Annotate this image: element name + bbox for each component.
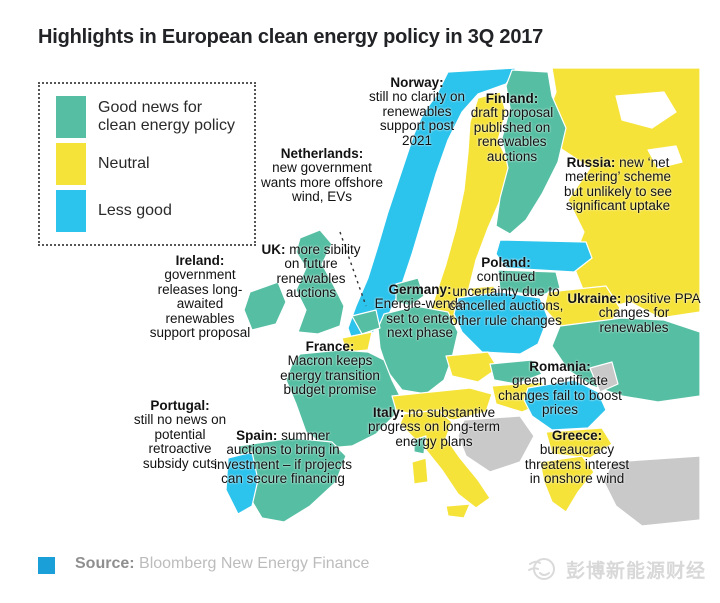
annotation-germany-text: Energie-wende set to enter next phase bbox=[374, 296, 466, 341]
annotation-spain-text: summer auctions to bring in investment –… bbox=[213, 428, 353, 487]
annotation-italy-name: Italy: bbox=[372, 405, 405, 420]
annotation-spain-name: Spain: bbox=[236, 428, 278, 443]
annotation-france-text: Macron keeps energy transition budget pr… bbox=[280, 353, 380, 398]
watermark-text: 彭博新能源财经 bbox=[565, 560, 706, 582]
annotation-spain: Spain: summer auctions to bring in inves… bbox=[211, 428, 355, 487]
annotation-netherlands-text: new government wants more offshore wind,… bbox=[260, 160, 384, 205]
source-label: Source: bbox=[75, 555, 135, 572]
annotation-uk-text: more sibility on future renewables aucti… bbox=[276, 242, 361, 301]
map-lake-white-2 bbox=[647, 145, 683, 169]
annotation-greece: Greece: bureaucracy threatens interest i… bbox=[522, 428, 632, 487]
source-line: Source: Bloomberg New Energy Finance bbox=[75, 555, 369, 573]
annotation-ukraine: Ukraine: positive PPA changes for renewa… bbox=[567, 291, 701, 335]
annotation-russia-name: Russia: bbox=[566, 155, 616, 170]
annotation-ukraine-name: Ukraine: bbox=[567, 291, 622, 306]
annotation-poland: Poland: continued uncertainty due to can… bbox=[444, 255, 568, 328]
annotation-finland: Finland: draft proposal published on ren… bbox=[466, 91, 558, 164]
annotation-netherlands-name: Netherlands: bbox=[280, 146, 364, 161]
map-lake-white bbox=[615, 91, 677, 129]
map-region-belgium bbox=[341, 331, 373, 353]
annotation-ireland-name: Ireland: bbox=[175, 253, 225, 268]
annotation-romania-text: green certificate changes fail to boost … bbox=[498, 373, 622, 418]
annotation-germany-name: Germany: bbox=[388, 282, 452, 297]
legend-label-good: Good news for clean energy policy bbox=[98, 98, 235, 134]
annotation-italy-text: no substantive progress on long-term ene… bbox=[367, 405, 501, 449]
watermark: 彭博新能源财经 bbox=[526, 554, 706, 584]
map-region-uk bbox=[295, 229, 345, 335]
map-region-france bbox=[285, 349, 401, 449]
annotation-france-name: France: bbox=[305, 339, 355, 354]
map-region-bulgaria bbox=[545, 427, 613, 459]
map-region-greece bbox=[539, 455, 595, 513]
annotation-ireland-text: government releases long-awaited renewab… bbox=[149, 267, 251, 341]
annotation-portugal-text: still no news on potential retroactive s… bbox=[133, 412, 227, 471]
annotation-romania-name: Romania: bbox=[529, 359, 591, 374]
map-region-denmark bbox=[395, 277, 425, 307]
map-region-balkans bbox=[457, 415, 535, 473]
map-region-finland bbox=[495, 69, 567, 235]
annotation-russia-text: new ‘net metering’ scheme but unlikely t… bbox=[563, 155, 673, 214]
legend-swatch-less-good bbox=[56, 190, 86, 232]
source-square-icon bbox=[38, 557, 55, 574]
map-region-ukraine bbox=[551, 317, 701, 403]
annotation-poland-text: continued uncertainty due to cancelled a… bbox=[448, 269, 564, 328]
netherlands-leader-line bbox=[339, 231, 367, 307]
map-region-poland bbox=[453, 291, 549, 355]
map-region-czech bbox=[445, 351, 499, 383]
map-region-germany bbox=[377, 305, 459, 395]
annotation-portugal: Portugal: still no news on potential ret… bbox=[127, 398, 233, 471]
legend-label-less-good: Less good bbox=[98, 201, 172, 219]
map-region-turkey bbox=[603, 455, 701, 527]
legend-item-neutral: Neutral bbox=[56, 143, 244, 185]
annotation-ireland: Ireland: government releases long-awaite… bbox=[149, 253, 251, 341]
annotation-greece-text: bureaucracy threatens interest in onshor… bbox=[524, 442, 630, 487]
map-region-portugal bbox=[225, 451, 259, 515]
annotation-germany: Germany: Energie-wende set to enter next… bbox=[373, 282, 467, 341]
legend-item-good: Good news for clean energy policy bbox=[56, 96, 244, 138]
annotation-greece-name: Greece: bbox=[551, 428, 603, 443]
map-region-romania bbox=[523, 379, 607, 431]
source-text: Bloomberg New Energy Finance bbox=[139, 555, 370, 572]
annotation-finland-name: Finland: bbox=[485, 91, 539, 106]
map-region-italy bbox=[399, 409, 491, 509]
annotation-uk: UK: more sibility on future renewables a… bbox=[256, 242, 366, 301]
legend-swatch-neutral bbox=[56, 143, 86, 185]
annotation-poland-name: Poland: bbox=[481, 255, 531, 270]
annotation-norway: Norway: still no clarity on renewables s… bbox=[367, 75, 467, 148]
annotation-uk-name: UK: bbox=[261, 242, 286, 257]
watermark-logo-icon bbox=[527, 558, 555, 580]
footer: Source: Bloomberg New Energy Finance 彭博新… bbox=[0, 548, 720, 603]
map-region-slovakia bbox=[489, 359, 543, 385]
map-region-corsica bbox=[413, 435, 427, 455]
annotation-italy: Italy: no substantive progress on long-t… bbox=[364, 405, 504, 449]
legend-label-neutral: Neutral bbox=[98, 154, 150, 172]
map-region-sardinia bbox=[411, 457, 429, 485]
page-title: Highlights in European clean energy poli… bbox=[38, 26, 544, 48]
annotation-norway-name: Norway: bbox=[390, 75, 444, 90]
annotation-portugal-name: Portugal: bbox=[150, 398, 210, 413]
legend: Good news for clean energy policy Neutra… bbox=[38, 82, 256, 246]
annotation-ukraine-text: positive PPA changes for renewables bbox=[598, 291, 701, 335]
legend-swatch-good bbox=[56, 96, 86, 138]
annotation-romania: Romania: green certificate changes fail … bbox=[495, 359, 625, 418]
map-region-estonia-latvia bbox=[495, 239, 593, 273]
legend-item-less-good: Less good bbox=[56, 190, 244, 232]
map-region-moldova bbox=[589, 361, 619, 393]
annotation-netherlands: Netherlands: new government wants more o… bbox=[255, 146, 389, 205]
map-region-ireland bbox=[243, 281, 287, 331]
map-region-netherlands bbox=[351, 309, 381, 335]
annotation-france: France: Macron keeps energy transition b… bbox=[279, 339, 381, 398]
map-region-sicily bbox=[445, 503, 471, 519]
annotation-finland-text: draft proposal published on renewables a… bbox=[470, 105, 554, 164]
annotation-russia: Russia: new ‘net metering’ scheme but un… bbox=[558, 155, 678, 214]
annotation-norway-text: still no clarity on renewables support p… bbox=[368, 89, 466, 148]
